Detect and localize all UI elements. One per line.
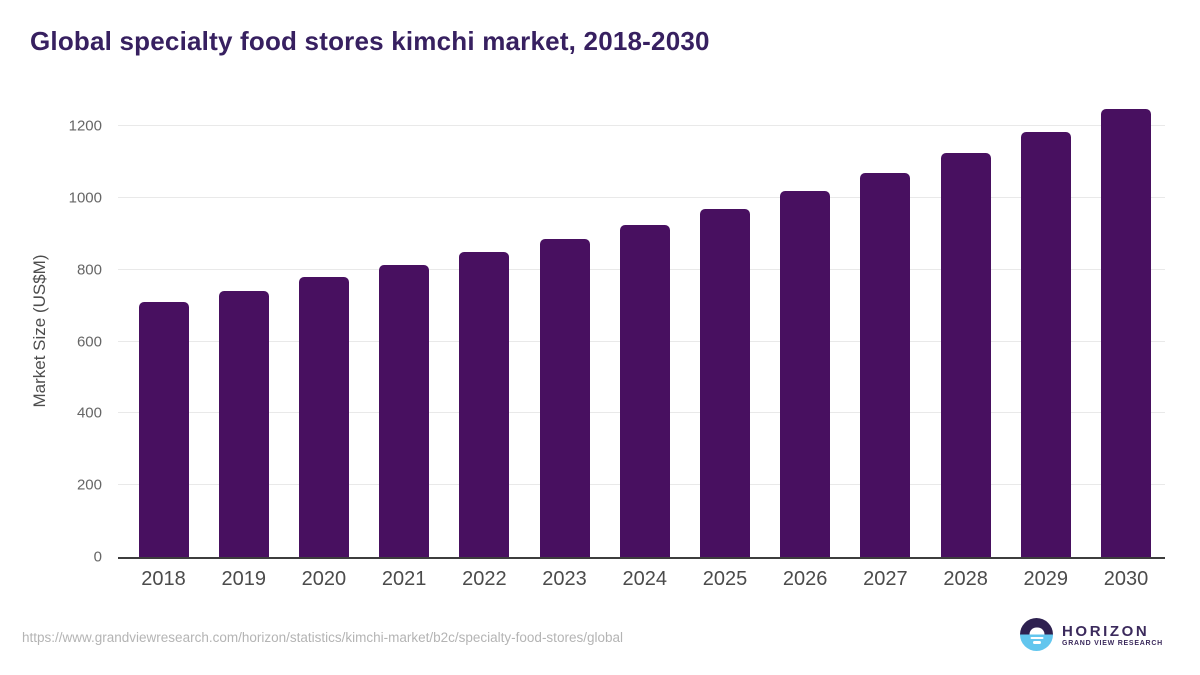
bar-2020[interactable] (298, 276, 349, 557)
x-tick-label-2021: 2021 (381, 568, 427, 590)
x-tick-label-2022: 2022 (462, 568, 507, 590)
bar-2030[interactable] (1101, 109, 1152, 557)
horizon-logo-icon (1020, 618, 1053, 651)
x-tick-label-2026: 2026 (782, 568, 828, 590)
gridline-1200 (118, 125, 1165, 126)
y-tick-label-200: 200 (76, 476, 102, 494)
bar-2018[interactable] (138, 301, 189, 557)
bar-2029[interactable] (1020, 131, 1071, 557)
logo-tagline-text: GRAND VIEW RESEARCH (1062, 640, 1163, 647)
bar-2024[interactable] (619, 224, 670, 557)
source-url: https://www.grandviewresearch.com/horizo… (22, 630, 623, 645)
chart-title: Global specialty food stores kimchi mark… (30, 26, 710, 56)
y-tick-label-600: 600 (76, 333, 102, 350)
bar-2021[interactable] (379, 265, 430, 557)
x-tick-label-2024: 2024 (622, 568, 668, 590)
bar-2025[interactable] (699, 208, 750, 557)
bar-2022[interactable] (459, 251, 510, 557)
x-tick-label-2018: 2018 (141, 568, 186, 590)
bar-2027[interactable] (860, 173, 911, 557)
y-tick-label-1000: 1000 (68, 189, 102, 207)
y-tick-label-0: 0 (93, 548, 102, 566)
x-tick-label-2023: 2023 (542, 568, 587, 590)
bar-2028[interactable] (940, 153, 991, 557)
x-tick-label-2025: 2025 (702, 568, 748, 590)
y-axis-title: Market Size (US$M) (30, 254, 49, 408)
x-tick-label-2030: 2030 (1103, 568, 1149, 590)
x-tick-label-2020: 2020 (301, 568, 347, 590)
x-tick-label-2028: 2028 (943, 568, 988, 590)
bar-2026[interactable] (780, 191, 831, 557)
x-tick-label-2019: 2019 (221, 568, 266, 590)
x-tick-label-2027: 2027 (863, 568, 908, 590)
y-tick-label-800: 800 (76, 261, 102, 279)
sun-reflection-icon (1030, 636, 1043, 639)
horizon-logo[interactable]: HORIZON GRAND VIEW RESEARCH (1018, 616, 1170, 656)
sun-icon (1029, 627, 1044, 635)
bar-2023[interactable] (539, 238, 590, 557)
bar-2019[interactable] (218, 290, 269, 557)
y-tick-label-400: 400 (76, 404, 102, 422)
y-tick-label-1200: 1200 (68, 117, 102, 135)
plot-area: 0 200 400 600 800 1000 1200 2018 2019 2020 2021 202… (69, 99, 1165, 590)
sun-reflection-icon (1032, 641, 1041, 644)
logo-brand-text: HORIZON (1062, 623, 1150, 640)
gridline-1000 (118, 196, 1165, 198)
x-tick-label-2029: 2029 (1023, 568, 1069, 590)
